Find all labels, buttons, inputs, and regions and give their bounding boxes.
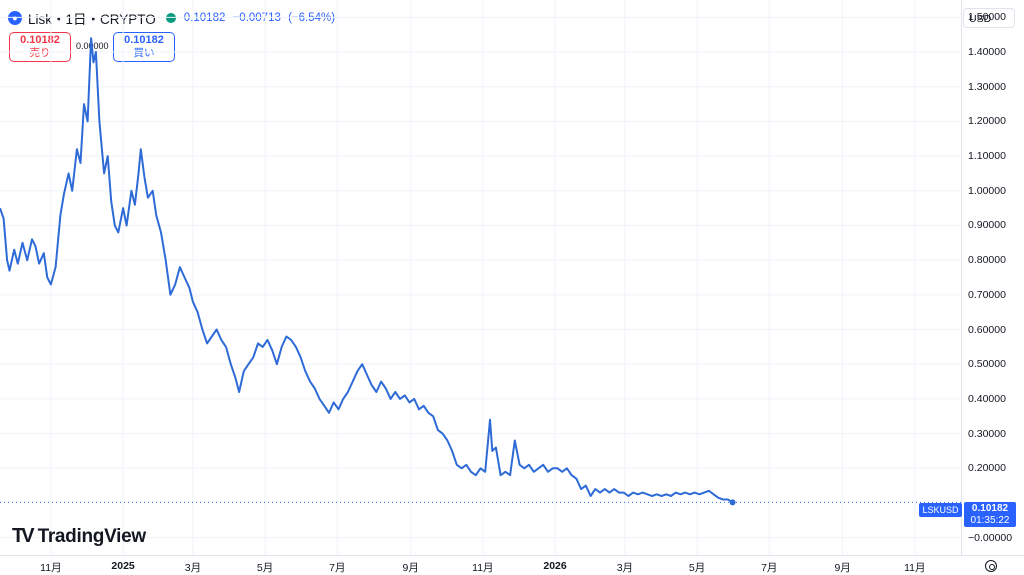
time-tick-label: 7月 bbox=[329, 562, 346, 574]
price-tick-label: 0.20000 bbox=[968, 462, 1006, 475]
last-price-tag-value: 0.10182 bbox=[971, 503, 1009, 514]
price-axis-divider bbox=[961, 0, 962, 555]
time-axis-divider bbox=[0, 555, 1024, 556]
market-status-icon[interactable] bbox=[165, 13, 176, 23]
time-tick-label: 5月 bbox=[256, 562, 274, 574]
last-price-tag: 0.10182 01:35:22 bbox=[964, 502, 1016, 527]
last-price: 0.10182 bbox=[183, 12, 226, 24]
sell-price: 0.10182 bbox=[20, 34, 60, 46]
time-tick-label: 3月 bbox=[616, 562, 634, 574]
price-tick-label: 1.10000 bbox=[968, 150, 1006, 163]
price-tick-label: 1.20000 bbox=[968, 115, 1006, 128]
tradingview-icon: TV bbox=[12, 525, 34, 547]
price-tick-label: 1.00000 bbox=[968, 184, 1006, 197]
brand-name: TradingView bbox=[37, 525, 147, 547]
symbol-tag: LSKUSD bbox=[919, 503, 962, 517]
last-point-marker bbox=[729, 499, 736, 506]
settings-icon[interactable] bbox=[985, 560, 997, 572]
time-tick-label: 2025 bbox=[111, 560, 135, 572]
time-tick-label: 7月 bbox=[761, 562, 778, 574]
time-tick-label: 11月 bbox=[472, 562, 494, 574]
tradingview-logo: TV TradingView bbox=[12, 525, 146, 548]
price-tick-label: 0.80000 bbox=[968, 254, 1006, 267]
price-tick-label: 0.70000 bbox=[968, 288, 1006, 301]
price-tick-label: 0.90000 bbox=[968, 219, 1006, 232]
price-tick-label: 0.30000 bbox=[968, 427, 1006, 440]
buy-price: 0.10182 bbox=[124, 34, 164, 46]
price-tick-label: 1.40000 bbox=[968, 46, 1006, 59]
currency-selector[interactable]: USD bbox=[963, 8, 1015, 28]
time-tick-label: 11月 bbox=[40, 562, 62, 574]
price-tick-label: 0.60000 bbox=[968, 323, 1006, 336]
time-tick-label: 3月 bbox=[184, 562, 202, 574]
time-tick-label: 9月 bbox=[834, 562, 851, 574]
lisk-logo-icon: ● bbox=[8, 11, 22, 25]
time-tick-label: 5月 bbox=[688, 562, 706, 574]
chart-header: ● Lisk・1日・CRYPTO 0.10182 −0.00713 (−6.54… bbox=[8, 8, 339, 28]
price-change: −0.00713 bbox=[232, 12, 281, 24]
price-tick-label: −0.00000 bbox=[968, 531, 1013, 544]
time-tick-label: 11月 bbox=[904, 562, 926, 574]
buy-label: 買い bbox=[133, 47, 155, 59]
price-series-line[interactable] bbox=[0, 37, 734, 504]
price-tick-label: 0.40000 bbox=[968, 392, 1006, 405]
bar-countdown: 01:35:22 bbox=[970, 515, 1010, 526]
price-tick-label: 1.30000 bbox=[968, 80, 1006, 93]
sell-label: 売り bbox=[29, 47, 51, 59]
price-tick-label: 0.50000 bbox=[968, 358, 1006, 371]
price-tick-label: 1.50000 bbox=[968, 11, 1006, 24]
time-tick-label: 9月 bbox=[402, 562, 419, 574]
sell-button[interactable]: 0.10182 売り bbox=[9, 32, 71, 62]
symbol-title[interactable]: Lisk・1日・CRYPTO bbox=[28, 12, 156, 27]
price-change-pct: (−6.54%) bbox=[288, 12, 336, 24]
time-tick-label: 2026 bbox=[543, 560, 567, 572]
quote-info: 0.10182 −0.00713 (−6.54%) bbox=[184, 12, 339, 24]
